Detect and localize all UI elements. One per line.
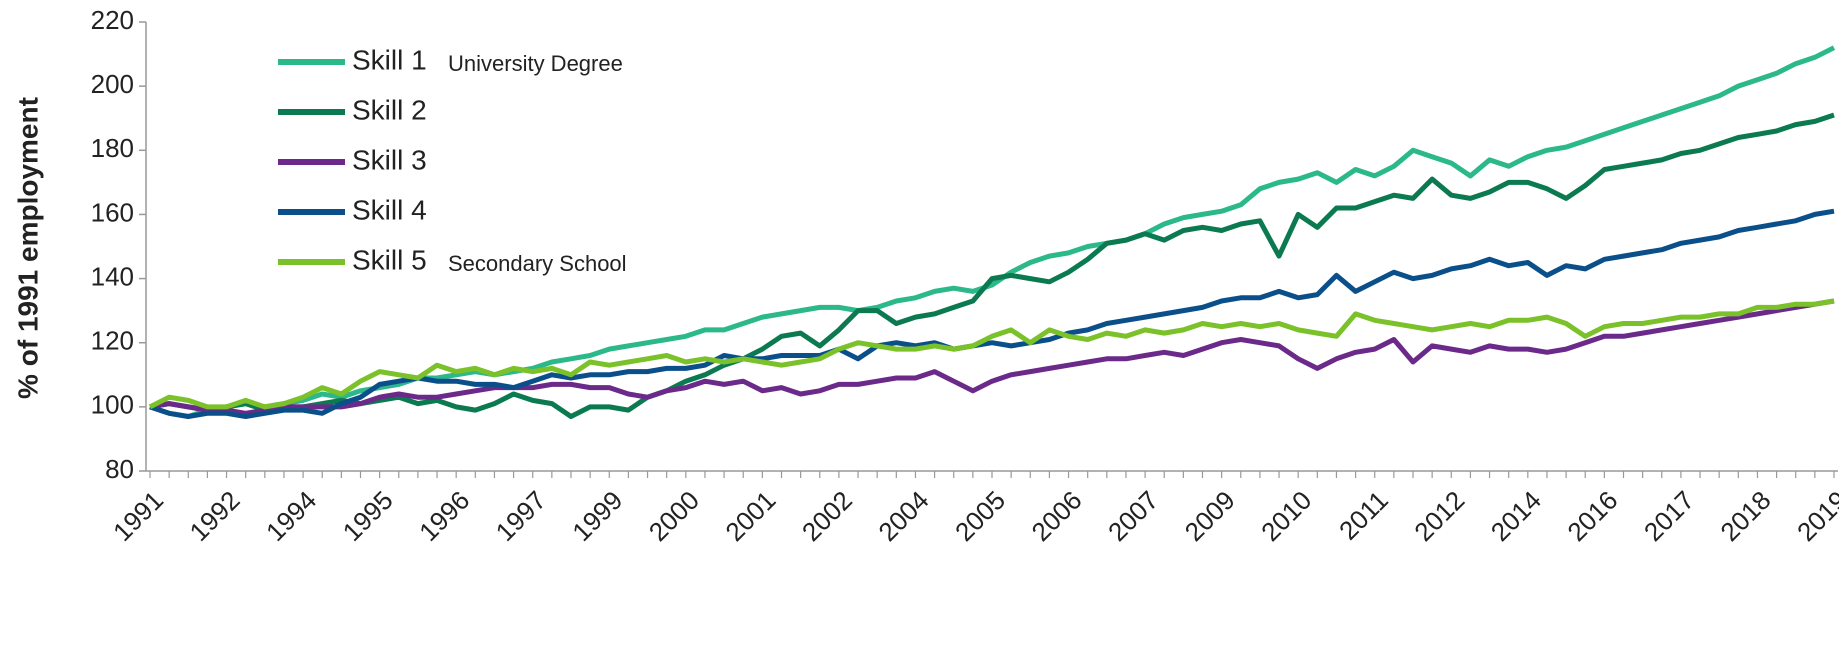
legend-label: Skill 1 [352,44,427,75]
y-tick-label: 100 [91,390,134,420]
x-tick-label: 2010 [1255,485,1317,547]
data-line [149,298,1835,416]
y-tick-label: 120 [91,326,134,356]
x-tick-label: 2016 [1561,485,1623,547]
x-tick-label: 2006 [1026,485,1088,547]
y-tick-label: 220 [91,5,134,35]
x-tick-label: 1995 [337,485,399,547]
x-tick-label: 2011 [1333,485,1394,546]
y-tick-label: 200 [91,69,134,99]
x-tick-label: 2005 [949,485,1011,547]
x-tick-label: 2009 [1179,485,1241,547]
legend-label: Skill 3 [352,144,427,175]
data-line [148,298,1835,410]
y-tick-label: 160 [91,197,134,227]
annotation: University Degree [448,51,623,76]
y-tick-label: 80 [105,454,134,484]
x-tick-label: 1999 [566,485,628,547]
x-tick-label: 1996 [413,485,475,547]
x-tick-label: 2001 [719,485,781,547]
x-tick-label: 2017 [1638,485,1700,547]
legend-label: Skill 2 [352,94,427,125]
x-tick-label: 2018 [1714,485,1776,547]
x-tick-label: 1991 [107,485,169,547]
legend-label: Skill 4 [352,194,427,225]
x-tick-label: 2002 [796,485,858,547]
x-tick-label: 2000 [643,485,705,547]
data-line [149,208,1835,419]
y-tick-label: 180 [91,133,134,163]
annotation: Secondary School [448,251,627,276]
legend-label: Skill 5 [352,244,427,275]
y-tick-label: 140 [91,261,134,291]
x-tick-label: 2007 [1102,485,1164,547]
y-axis-label: % of 1991 employment [12,97,43,399]
x-tick-label: 2014 [1485,485,1547,547]
x-tick-label: 1997 [490,485,552,547]
x-tick-label: 1994 [260,485,322,547]
x-tick-label: 2004 [872,485,934,547]
x-tick-label: 2019 [1791,485,1839,547]
x-tick-label: 1992 [184,485,246,547]
data-line [149,112,1835,419]
x-tick-label: 2012 [1408,485,1470,547]
